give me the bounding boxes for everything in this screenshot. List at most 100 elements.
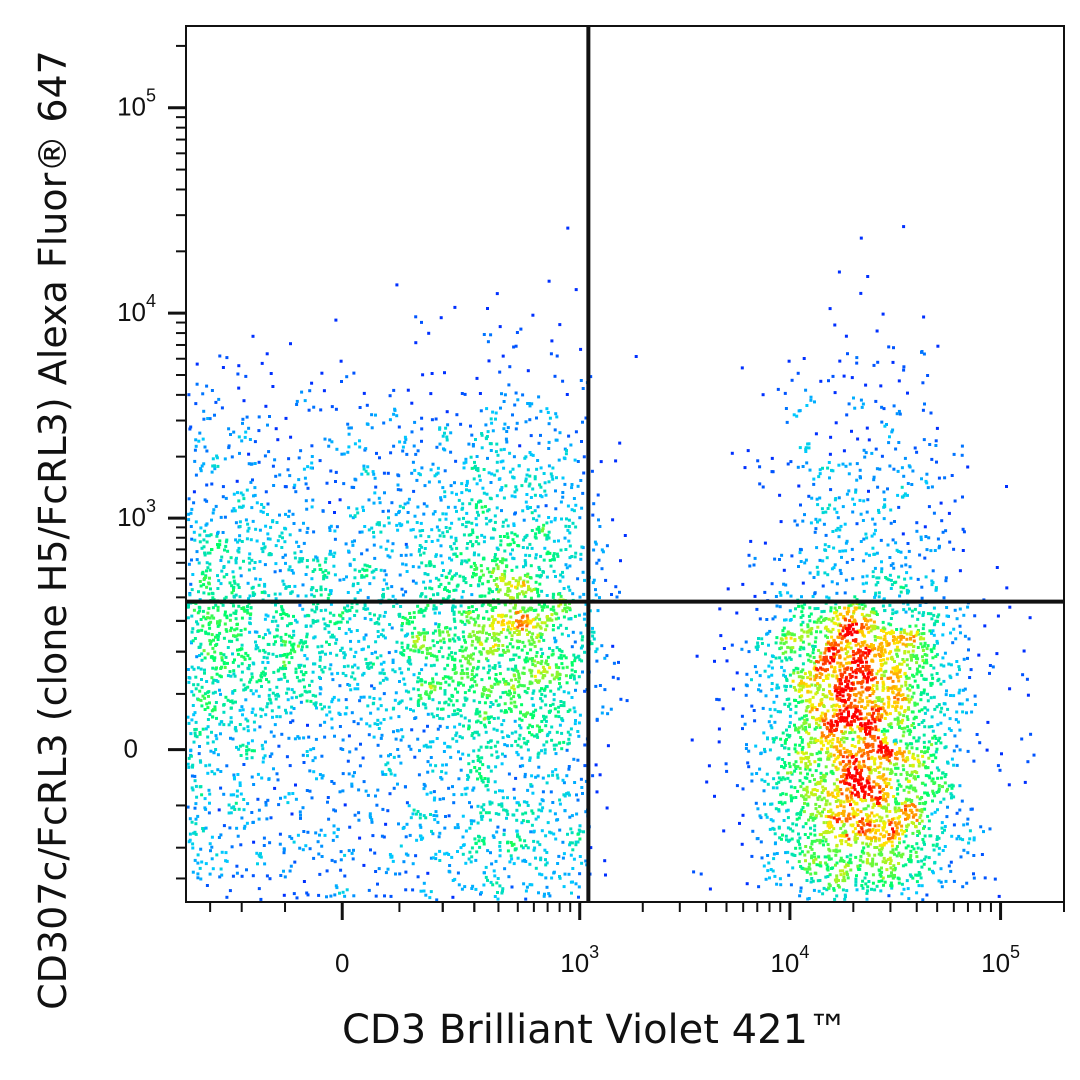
event-dot — [198, 431, 202, 435]
event-dot — [806, 836, 810, 839]
event-dot — [424, 564, 428, 568]
event-dot — [206, 551, 210, 555]
event-dot — [319, 593, 323, 597]
event-dot — [564, 563, 568, 567]
event-dot — [502, 400, 506, 403]
event-dot — [955, 837, 959, 841]
event-dot — [393, 773, 397, 777]
event-dot — [450, 521, 454, 525]
event-dot — [205, 884, 209, 887]
event-dot — [206, 725, 210, 729]
event-dot — [328, 620, 332, 624]
event-dot — [817, 889, 821, 893]
event-dot — [955, 617, 959, 621]
event-dot — [570, 831, 574, 835]
event-dot — [851, 737, 855, 741]
event-dot — [311, 618, 315, 622]
event-dot — [531, 811, 535, 815]
event-dot — [562, 701, 566, 705]
event-dot — [524, 477, 528, 481]
event-dot — [277, 705, 281, 709]
event-dot — [927, 505, 931, 509]
event-dot — [568, 843, 572, 847]
event-dot — [333, 860, 337, 864]
event-dot — [881, 620, 885, 624]
event-dot — [924, 535, 928, 538]
event-dot — [359, 742, 362, 746]
event-dot — [390, 501, 394, 505]
event-dot — [867, 489, 870, 493]
event-dot — [513, 490, 517, 494]
event-dot — [988, 827, 992, 831]
event-dot — [460, 793, 464, 797]
event-dot — [561, 856, 565, 860]
event-dot — [285, 755, 289, 759]
event-dot — [467, 725, 471, 729]
event-dot — [422, 551, 426, 555]
event-dot — [872, 607, 876, 611]
event-dot — [793, 743, 797, 747]
event-dot — [854, 880, 858, 884]
event-dot — [464, 581, 468, 585]
event-dot — [280, 607, 284, 611]
event-dot — [304, 624, 308, 628]
event-dot — [498, 680, 502, 684]
event-dot — [931, 869, 934, 873]
event-dot — [260, 590, 264, 594]
event-dot — [912, 736, 916, 740]
event-dot — [477, 474, 481, 478]
event-dot — [430, 418, 434, 422]
event-dot — [496, 547, 500, 551]
event-dot — [493, 556, 497, 559]
event-dot — [254, 647, 258, 651]
event-dot — [905, 879, 909, 883]
event-dot — [879, 538, 883, 542]
event-dot — [916, 739, 920, 743]
event-dot — [528, 731, 531, 735]
event-dot — [548, 558, 552, 562]
event-dot — [378, 456, 381, 460]
event-dot — [789, 594, 793, 598]
event-dot — [245, 752, 249, 756]
event-dot — [338, 578, 342, 582]
event-dot — [576, 798, 580, 802]
event-dot — [265, 817, 269, 821]
event-dot — [804, 767, 808, 771]
event-dot — [254, 640, 257, 644]
event-dot — [512, 522, 516, 526]
event-dot — [572, 706, 576, 710]
event-dot — [794, 711, 798, 715]
event-dot — [406, 659, 410, 663]
event-dot — [930, 583, 934, 587]
event-dot — [500, 653, 504, 657]
event-dot — [836, 526, 840, 530]
event-dot — [330, 672, 334, 676]
event-dot — [226, 646, 230, 649]
event-dot — [896, 779, 900, 783]
event-dot — [366, 607, 370, 611]
event-dot — [860, 602, 864, 606]
event-dot — [508, 365, 512, 369]
event-dot — [362, 863, 366, 867]
event-dot — [874, 591, 878, 595]
event-dot — [411, 812, 415, 816]
event-dot — [958, 808, 962, 812]
event-dot — [879, 384, 883, 388]
event-dot — [545, 407, 549, 411]
event-dot — [533, 734, 536, 738]
event-dot — [537, 765, 541, 769]
event-dot — [623, 534, 627, 537]
event-dot — [211, 691, 215, 695]
event-dot — [406, 853, 410, 857]
event-dot — [286, 468, 290, 472]
event-dot — [236, 372, 240, 376]
event-dot — [782, 626, 786, 630]
event-dot — [482, 803, 486, 807]
event-dot — [470, 734, 474, 738]
event-dot — [793, 723, 796, 727]
event-dot — [375, 451, 378, 455]
event-dot — [419, 594, 423, 598]
event-dot — [292, 840, 296, 844]
event-dot — [839, 524, 843, 528]
event-dot — [470, 855, 474, 859]
